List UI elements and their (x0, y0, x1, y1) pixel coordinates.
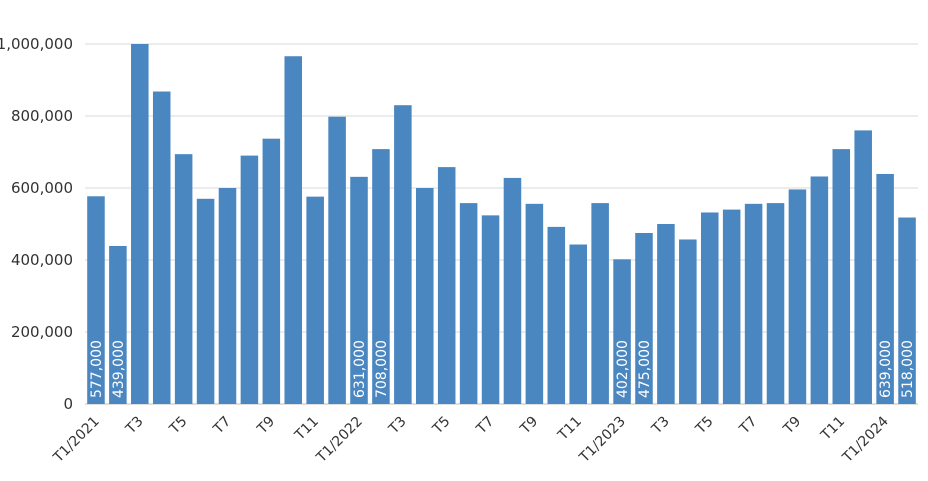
y-tick-label: 600,000 (11, 179, 73, 197)
bar (350, 176, 368, 404)
bar (547, 226, 566, 404)
bar (722, 209, 741, 404)
x-tick-label: T3 (385, 414, 409, 438)
bars (87, 44, 916, 405)
bar (328, 116, 346, 404)
data-labels: 577,000 439,000 631,000 708,000 402,000 475,0… (89, 340, 916, 398)
data-label: 639,000 (878, 340, 894, 398)
x-tick-label: T11 (554, 414, 585, 445)
bar (657, 224, 675, 404)
x-tick-label: T9 (780, 414, 804, 438)
bar (832, 149, 851, 404)
x-tick-label: T11 (291, 414, 322, 445)
y-axis-tick-labels: 0 200,000 400,000 600,000 800,000 1,000,000 (0, 35, 73, 413)
data-label: 475,000 (637, 340, 653, 398)
x-tick-label: T1/2022 (313, 414, 366, 467)
bar (174, 154, 193, 404)
bar (525, 203, 544, 404)
x-tick-label: T1/2021 (50, 414, 103, 467)
bar (459, 203, 478, 404)
bar (394, 105, 412, 404)
bar (218, 188, 237, 404)
bar (306, 196, 324, 404)
x-tick-label: T1/2024 (839, 413, 892, 466)
y-tick-label: 0 (63, 395, 73, 413)
bar (766, 203, 785, 404)
bar (87, 196, 105, 404)
x-tick-label: T5 (429, 414, 453, 438)
bar (635, 233, 653, 404)
bar (569, 244, 587, 404)
data-label: 708,000 (374, 340, 390, 398)
bar (876, 173, 894, 404)
bar (854, 130, 872, 404)
data-label: 518,000 (900, 340, 916, 398)
y-tick-label: 200,000 (11, 323, 73, 341)
bar (109, 245, 127, 404)
data-label: 439,000 (111, 340, 127, 398)
bar (788, 189, 807, 404)
bar (416, 188, 434, 404)
bar (372, 149, 390, 404)
data-label: 577,000 (89, 340, 105, 398)
bar (240, 155, 259, 404)
bar (700, 212, 719, 404)
y-tick-label: 400,000 (11, 251, 73, 269)
x-tick-label: T9 (517, 414, 541, 438)
x-tick-label: T11 (817, 414, 848, 445)
bar (262, 138, 281, 404)
y-tick-label: 1,000,000 (0, 35, 73, 53)
y-tick-label: 800,000 (11, 107, 73, 125)
x-tick-label: T1/2023 (576, 414, 629, 467)
bar (196, 198, 215, 404)
bar (152, 91, 171, 405)
bar (284, 56, 303, 405)
x-tick-label: T7 (473, 414, 497, 438)
data-label: 402,000 (615, 340, 631, 398)
bar (503, 177, 522, 404)
bar (481, 215, 500, 404)
x-tick-label: T3 (122, 414, 146, 438)
bar (613, 259, 631, 404)
bar (679, 239, 697, 404)
x-tick-label: T3 (648, 414, 672, 438)
x-tick-label: T7 (736, 414, 760, 438)
bar (591, 203, 609, 404)
x-tick-label: T9 (254, 414, 278, 438)
bar (744, 203, 763, 404)
x-tick-label: T5 (166, 414, 190, 438)
x-tick-label: T5 (692, 414, 716, 438)
bar (437, 167, 456, 404)
bar (131, 44, 149, 404)
data-label: 631,000 (352, 340, 368, 398)
bar (898, 217, 916, 404)
bar (810, 176, 829, 404)
x-tick-label: T7 (210, 414, 234, 438)
